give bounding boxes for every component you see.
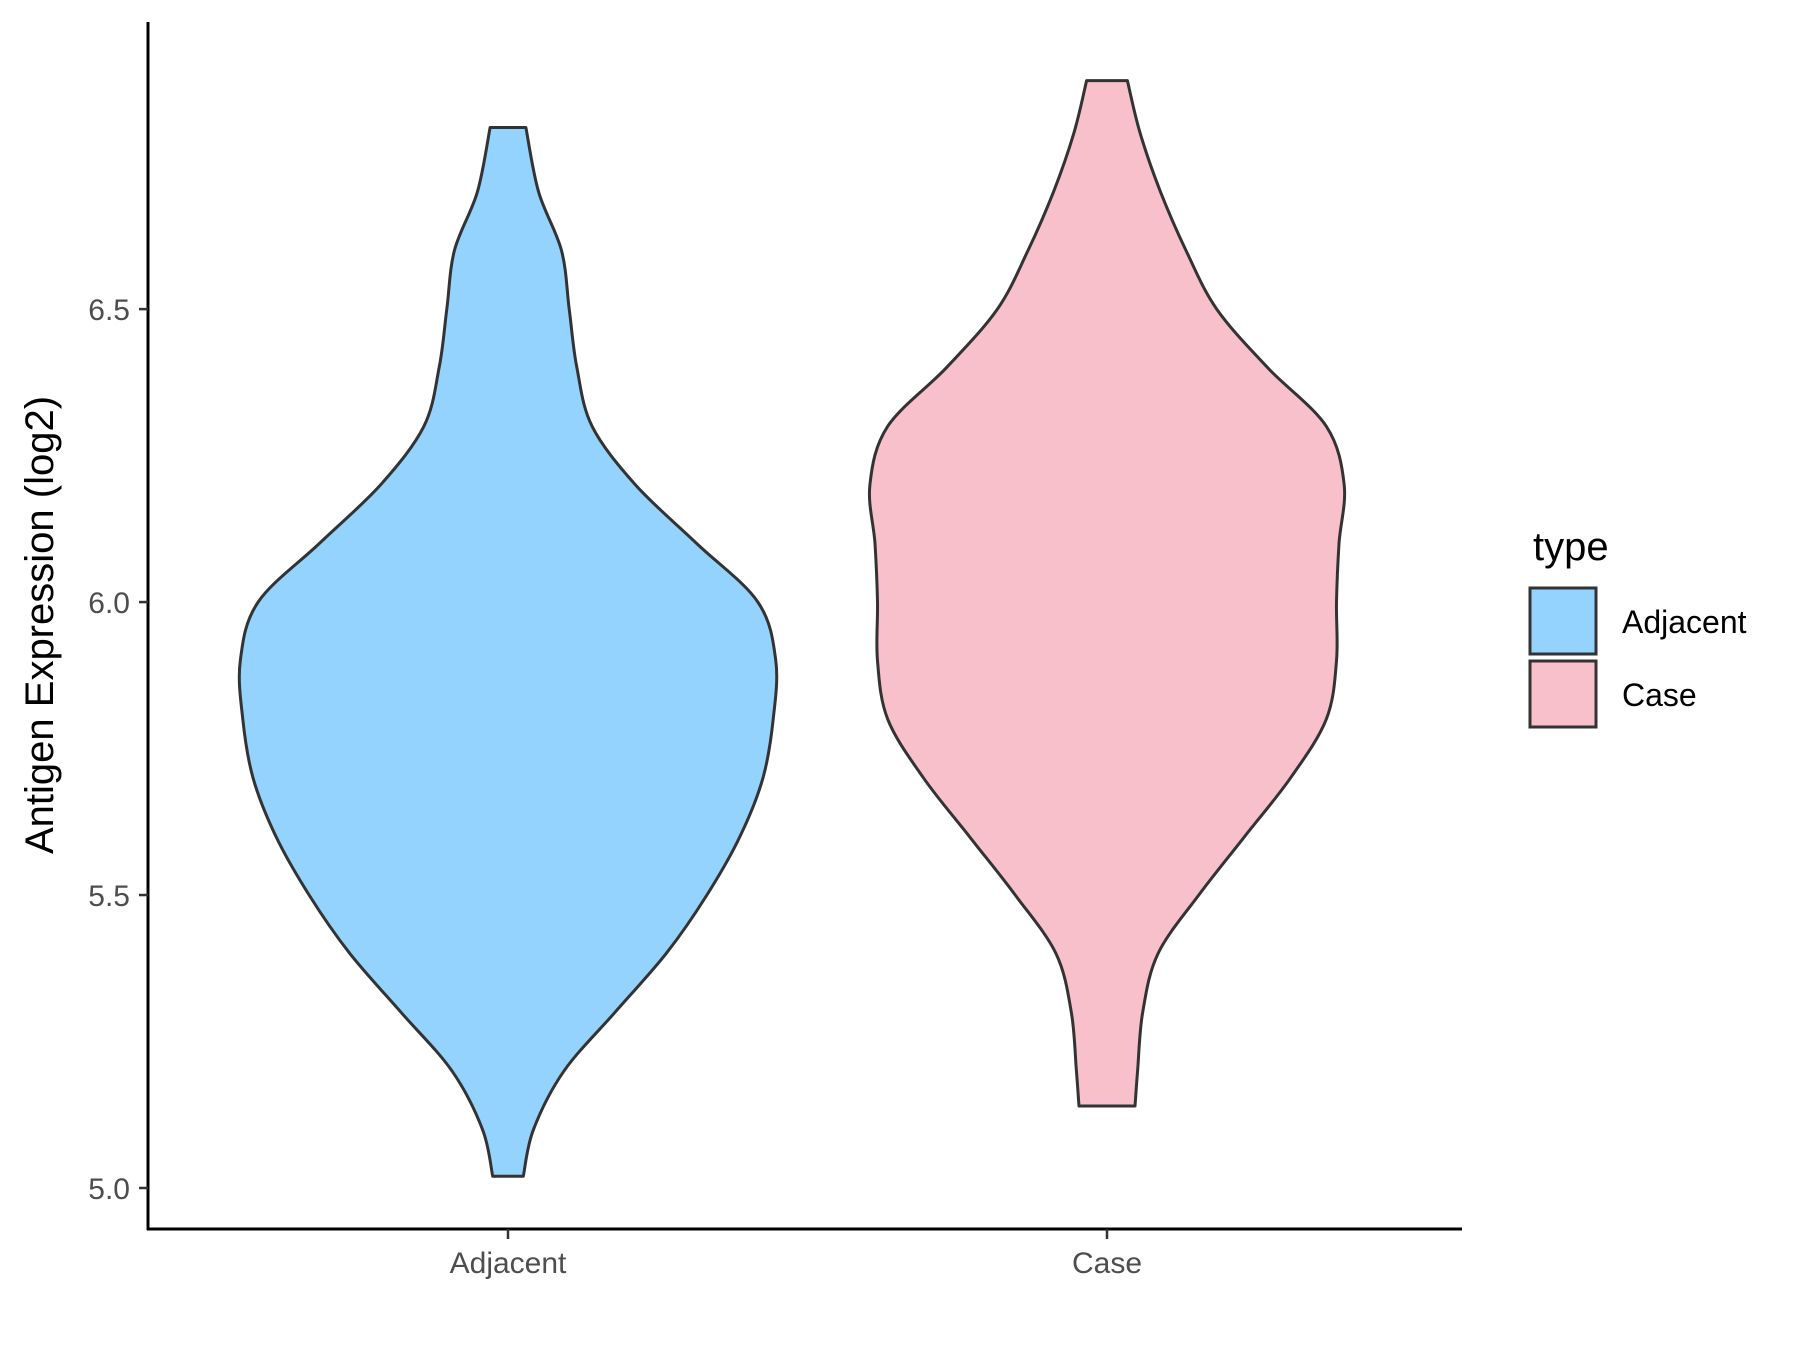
y-tick-label: 5.0 — [88, 1173, 130, 1206]
y-tick-label: 5.5 — [88, 880, 130, 913]
x-axis: Adjacent Case — [147, 1227, 1462, 1280]
violin-case — [867, 79, 1347, 1108]
y-axis: 5.0 5.5 6.0 6.5 — [88, 22, 150, 1230]
legend-title: type — [1533, 525, 1609, 569]
legend-swatch-case — [1528, 659, 1598, 729]
violin-adjacent — [237, 126, 779, 1178]
legend-swatch-adjacent — [1528, 586, 1598, 656]
y-tick-label: 6.0 — [88, 587, 130, 620]
legend-label-adjacent: Adjacent — [1622, 604, 1747, 640]
x-ticks: Adjacent Case — [450, 1229, 1142, 1280]
violin-layer — [237, 79, 1347, 1178]
y-tick-label: 6.5 — [88, 294, 130, 327]
y-ticks: 5.0 5.5 6.0 6.5 — [88, 294, 148, 1206]
x-tick-label: Adjacent — [450, 1247, 567, 1280]
legend-items: Adjacent Case — [1528, 586, 1747, 729]
legend-label-case: Case — [1622, 677, 1697, 713]
y-axis-title: Antigen Expression (log2) — [18, 396, 62, 854]
legend: type Adjacent Case — [1528, 525, 1747, 729]
x-tick-label: Case — [1072, 1247, 1142, 1280]
